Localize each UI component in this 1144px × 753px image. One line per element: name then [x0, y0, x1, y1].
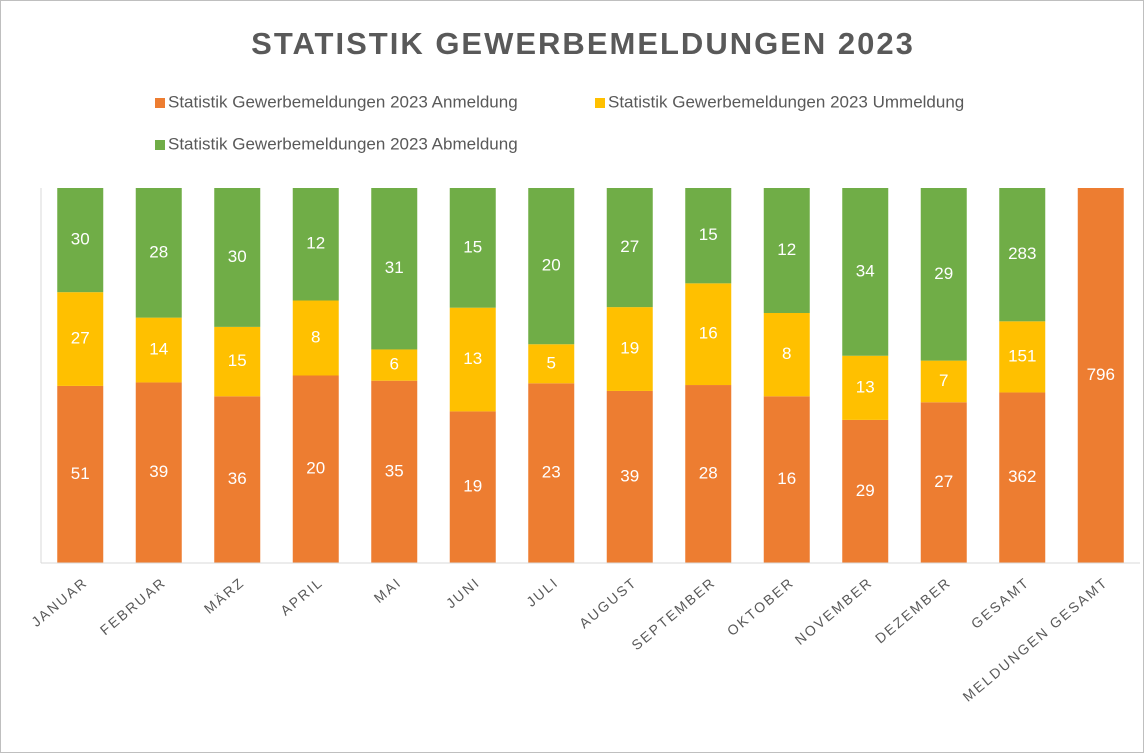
data-label: 796: [1087, 365, 1115, 384]
bar-segment: [135, 382, 182, 563]
data-label: 36: [228, 469, 247, 488]
data-label: 15: [228, 351, 247, 370]
bar-segment: [57, 188, 104, 293]
data-label: 35: [385, 461, 404, 480]
bar-segment: [842, 355, 889, 420]
bar-segment: [214, 326, 261, 397]
legend-label: Statistik Gewerbemeldungen 2023 Ummeldun…: [608, 92, 964, 111]
bar-segment: [842, 419, 889, 563]
bar-segment: [999, 188, 1046, 322]
bar-segment: [763, 313, 810, 397]
data-label: 5: [547, 353, 556, 372]
data-label: 27: [71, 329, 90, 348]
bar-segment: [449, 411, 496, 563]
data-label: 151: [1008, 346, 1036, 365]
legend-swatch: [595, 98, 605, 108]
bar-segment: [1077, 188, 1124, 563]
data-label: 12: [306, 234, 325, 253]
bar-segment: [606, 307, 653, 391]
data-label: 27: [620, 237, 639, 256]
data-label: 13: [463, 349, 482, 368]
bar-segment: [685, 385, 732, 563]
legend-swatch: [155, 140, 165, 150]
data-label: 27: [934, 472, 953, 491]
data-label: 6: [390, 355, 399, 374]
chart-title: STATISTIK GEWERBEMELDUNGEN 2023: [251, 26, 915, 61]
legend-label: Statistik Gewerbemeldungen 2023 Abmeldun…: [168, 134, 518, 153]
data-label: 16: [777, 469, 796, 488]
data-label: 39: [620, 466, 639, 485]
bar-segment: [606, 390, 653, 563]
data-label: 31: [385, 258, 404, 277]
bar-segment: [371, 349, 418, 381]
data-label: 23: [542, 463, 561, 482]
legend-label: Statistik Gewerbemeldungen 2023 Anmeldun…: [168, 92, 518, 111]
data-label: 12: [777, 240, 796, 259]
bar-segment: [449, 188, 496, 308]
data-label: 30: [71, 230, 90, 249]
bar-segment: [920, 188, 967, 361]
data-label: 34: [856, 261, 875, 280]
bar-segment: [528, 383, 575, 563]
bar-segment: [214, 396, 261, 563]
data-label: 30: [228, 247, 247, 266]
bar-segment: [135, 317, 182, 383]
data-label: 8: [311, 327, 320, 346]
data-label: 20: [542, 256, 561, 275]
data-label: 362: [1008, 467, 1036, 486]
bar-segment: [371, 380, 418, 563]
bar-segment: [685, 283, 732, 386]
bar-segment: [999, 321, 1046, 393]
data-label: 29: [934, 264, 953, 283]
bar-segment: [292, 375, 339, 563]
data-label: 14: [149, 340, 168, 359]
bar-segment: [528, 344, 575, 384]
data-label: 16: [699, 324, 718, 343]
bar-segment: [920, 360, 967, 403]
bar-segment: [371, 188, 418, 350]
bar-segment: [449, 307, 496, 412]
bar-segment: [685, 188, 732, 284]
bar-segment: [292, 300, 339, 376]
data-label: 19: [620, 339, 639, 358]
legend-swatch: [155, 98, 165, 108]
bar-segment: [920, 402, 967, 563]
bar-segment: [135, 188, 182, 318]
data-label: 283: [1008, 244, 1036, 263]
bar-segment: [57, 385, 104, 563]
bar-segment: [763, 188, 810, 313]
data-label: 15: [699, 225, 718, 244]
bar-segment: [57, 292, 104, 386]
bar-segment: [528, 188, 575, 345]
data-label: 51: [71, 464, 90, 483]
bar-segment: [214, 188, 261, 327]
bar-segment: [292, 188, 339, 301]
data-label: 28: [149, 242, 168, 261]
data-label: 19: [463, 477, 482, 496]
bar-segment: [606, 188, 653, 308]
data-label: 29: [856, 481, 875, 500]
data-label: 39: [149, 462, 168, 481]
bar-segment: [842, 188, 889, 356]
data-label: 20: [306, 459, 325, 478]
data-label: 8: [782, 344, 791, 363]
data-label: 13: [856, 377, 875, 396]
bar-segment: [999, 392, 1046, 563]
data-label: 28: [699, 464, 718, 483]
data-label: 7: [939, 371, 948, 390]
bar-segment: [763, 396, 810, 563]
data-label: 15: [463, 237, 482, 256]
